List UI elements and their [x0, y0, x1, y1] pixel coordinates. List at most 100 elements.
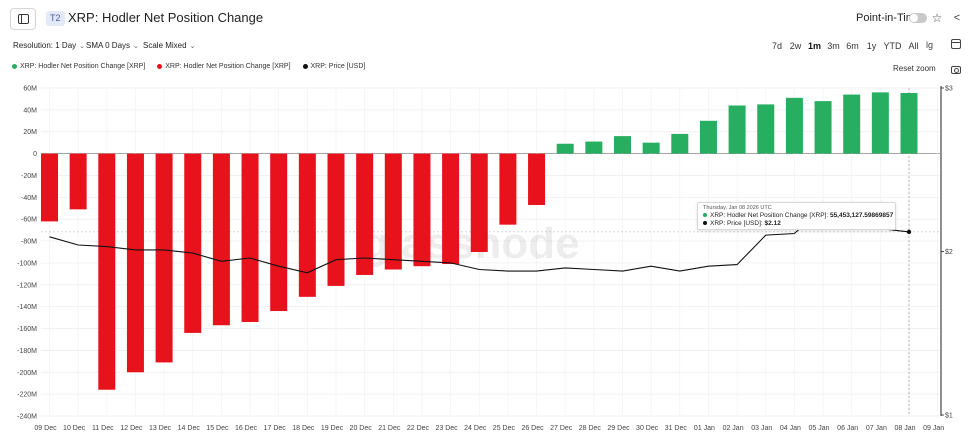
- x-tick-label: 27 Dec: [550, 425, 573, 432]
- x-tick-label: 31 Dec: [665, 425, 688, 432]
- bar-positive[interactable]: [871, 92, 889, 154]
- bar-negative[interactable]: [241, 153, 259, 322]
- range-all[interactable]: All: [908, 41, 919, 51]
- x-tick-label: 26 Dec: [521, 425, 544, 432]
- x-tick-label: 20 Dec: [350, 425, 373, 432]
- toggle-knob: [910, 14, 918, 22]
- bar-positive[interactable]: [699, 120, 717, 154]
- legend-dot: [12, 63, 17, 69]
- tooltip-value: 55,453,127.59869857: [829, 212, 894, 219]
- legend-item-positive[interactable]: XRP: Hodler Net Position Change [XRP]: [12, 63, 145, 70]
- range-1y[interactable]: 1y: [866, 41, 877, 51]
- y-tick-label: 60M: [23, 86, 37, 93]
- bar-positive[interactable]: [671, 133, 689, 154]
- price-series-line[interactable]: [49, 206, 910, 274]
- range-ytd[interactable]: YTD: [883, 41, 902, 51]
- tooltip-row-hodler: XRP: Hodler Net Position Change [XRP]: 5…: [703, 212, 894, 220]
- bar-negative[interactable]: [98, 153, 116, 390]
- range-6m[interactable]: 6m: [846, 41, 859, 51]
- x-tick-label: 28 Dec: [579, 425, 602, 432]
- point-in-time-toggle[interactable]: [909, 13, 927, 23]
- bar-negative[interactable]: [270, 153, 288, 312]
- resolution-label: Resolution: 1 Day: [13, 41, 77, 50]
- scale-dropdown[interactable]: Scale Mixed ⌄: [143, 41, 195, 50]
- legend-label: XRP: Price [USD]: [310, 63, 366, 70]
- share-icon[interactable]: <: [953, 12, 961, 24]
- x-tick-label: 03 Jan: [751, 425, 772, 432]
- y-tick-label: -80M: [21, 239, 37, 246]
- bar-positive[interactable]: [614, 136, 631, 154]
- legend-label: XRP: Hodler Net Position Change [XRP]: [20, 63, 146, 70]
- bar-negative[interactable]: [41, 153, 58, 222]
- x-tick-label: 02 Jan: [723, 425, 744, 432]
- bar-negative[interactable]: [69, 153, 87, 210]
- bar-negative[interactable]: [212, 153, 230, 326]
- bar-positive[interactable]: [642, 142, 660, 154]
- camera-icon[interactable]: [951, 66, 961, 74]
- y-tick-label: 0: [33, 151, 37, 158]
- bar-positive[interactable]: [728, 105, 746, 154]
- chevron-down-icon: ⌄: [189, 43, 196, 50]
- reset-zoom-button[interactable]: Reset zoom: [893, 64, 936, 73]
- y-tick-label: -160M: [17, 326, 37, 333]
- bar-positive[interactable]: [843, 94, 861, 154]
- x-tick-label: 29 Dec: [607, 425, 630, 432]
- tooltip-dot: [703, 213, 707, 218]
- bar-positive[interactable]: [757, 104, 775, 154]
- x-tick-label: 25 Dec: [493, 425, 516, 432]
- tooltip-date: Thursday, Jan 08 2026 UTC: [703, 205, 772, 211]
- y-tick-label: -200M: [17, 370, 37, 377]
- price-line: [49, 206, 912, 274]
- bar-positive[interactable]: [814, 101, 832, 154]
- bar-negative[interactable]: [499, 153, 517, 225]
- sma-dropdown[interactable]: SMA 0 Days ⌄: [86, 41, 139, 50]
- bar-positive[interactable]: [785, 97, 803, 154]
- x-tick-label: 14 Dec: [178, 425, 201, 432]
- tooltip-row-price: XRP: Price [USD]: $2.12: [703, 220, 890, 228]
- bar-negative[interactable]: [184, 153, 202, 333]
- x-tick-label: 08 Jan: [894, 425, 915, 432]
- y-tick-label: 20M: [23, 129, 37, 136]
- bar-negative[interactable]: [298, 153, 316, 297]
- range-3m[interactable]: 3m: [827, 41, 840, 51]
- calendar-icon[interactable]: [951, 39, 961, 49]
- bar-negative[interactable]: [528, 153, 546, 205]
- x-tick-label: 04 Jan: [780, 425, 801, 432]
- right-axis-label: $2: [945, 249, 953, 256]
- x-tick-label: 11 Dec: [92, 425, 114, 432]
- x-tick-label: 10 Dec: [63, 425, 86, 432]
- y-tick-label: 40M: [23, 107, 37, 114]
- log-scale-icon[interactable]: lg: [926, 40, 934, 50]
- y-tick-label: -40M: [21, 195, 37, 202]
- sidebar-toggle-button[interactable]: [10, 8, 36, 30]
- bar-negative[interactable]: [356, 153, 374, 275]
- bar-positive[interactable]: [900, 92, 918, 154]
- scale-label: Scale Mixed: [143, 41, 187, 50]
- y-tick-label: -20M: [21, 173, 37, 180]
- chevron-down-icon: ⌄: [133, 43, 139, 50]
- bar-negative[interactable]: [470, 153, 488, 252]
- data-tooltip: Thursday, Jan 08 2026 UTC XRP: Hodler Ne…: [697, 202, 896, 230]
- bar-negative[interactable]: [155, 153, 173, 363]
- legend-label: XRP: Hodler Net Position Change [XRP]: [165, 63, 291, 70]
- x-tick-label: 30 Dec: [636, 425, 659, 432]
- star-icon[interactable]: ☆: [931, 11, 943, 25]
- range-1m[interactable]: 1m: [808, 41, 822, 51]
- y-tick-label: -120M: [17, 282, 37, 289]
- bar-negative[interactable]: [126, 153, 144, 373]
- bar-negative[interactable]: [327, 153, 345, 286]
- tooltip-label: XRP: Hodler Net Position Change [XRP]:: [710, 212, 829, 219]
- legend-item-negative[interactable]: XRP: Hodler Net Position Change [XRP]: [157, 63, 291, 70]
- bar-positive[interactable]: [556, 143, 574, 154]
- legend-item-price[interactable]: XRP: Price [USD]: [302, 63, 366, 70]
- bar-negative[interactable]: [413, 153, 431, 267]
- resolution-dropdown[interactable]: Resolution: 1 Day ⌄: [13, 41, 85, 50]
- bar-positive[interactable]: [585, 141, 603, 154]
- bar-negative[interactable]: [384, 153, 402, 270]
- range-7d[interactable]: 7d: [771, 41, 782, 51]
- tooltip-label: XRP: Price [USD]:: [710, 220, 763, 227]
- x-tick-label: 19 Dec: [321, 425, 344, 432]
- range-2w[interactable]: 2w: [789, 41, 802, 51]
- bar-negative[interactable]: [442, 153, 460, 265]
